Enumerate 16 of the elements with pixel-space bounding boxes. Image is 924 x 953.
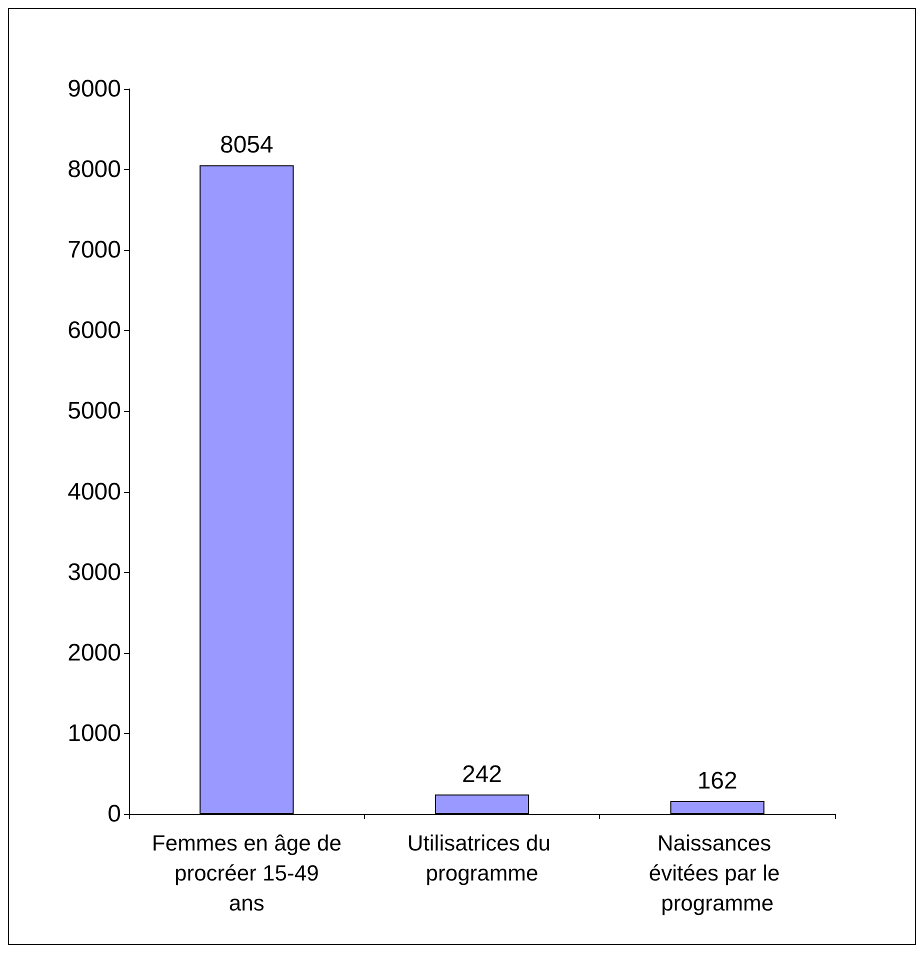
- y-tick-label: 0: [108, 800, 121, 828]
- y-tick-label: 6000: [68, 317, 121, 344]
- y-tick-label: 7000: [68, 236, 121, 264]
- x-tick-label: Femmes en âge de procréer 15-49 ans: [152, 830, 342, 916]
- data-label: 8054: [220, 132, 274, 159]
- y-tick-label: 2000: [68, 639, 121, 666]
- y-tick-label: 5000: [68, 398, 121, 425]
- y-tick-label: 3000: [68, 558, 121, 586]
- y-tick-label: 9000: [68, 76, 121, 102]
- y-tick-label: 8000: [68, 156, 121, 184]
- y-tick-label: 4000: [68, 478, 121, 506]
- data-label: 242: [462, 761, 502, 788]
- x-tick-label: Utilisatrices du programme: [407, 830, 557, 886]
- y-tick-label: 1000: [68, 720, 121, 747]
- data-label: 162: [697, 767, 738, 794]
- x-tick-label: Naissances évitées par le programme: [648, 830, 786, 916]
